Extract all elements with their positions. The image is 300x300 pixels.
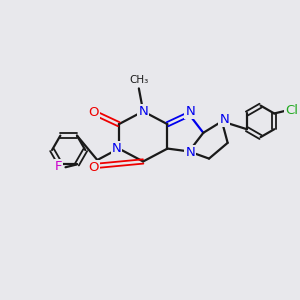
Text: O: O	[88, 161, 99, 174]
Text: CH₃: CH₃	[129, 75, 148, 85]
Text: N: N	[185, 105, 195, 119]
Text: N: N	[219, 113, 229, 126]
Text: N: N	[185, 146, 195, 159]
Text: N: N	[138, 105, 148, 118]
Text: N: N	[112, 142, 122, 155]
Text: F: F	[55, 160, 62, 173]
Text: Cl: Cl	[286, 104, 298, 117]
Text: O: O	[88, 106, 99, 119]
